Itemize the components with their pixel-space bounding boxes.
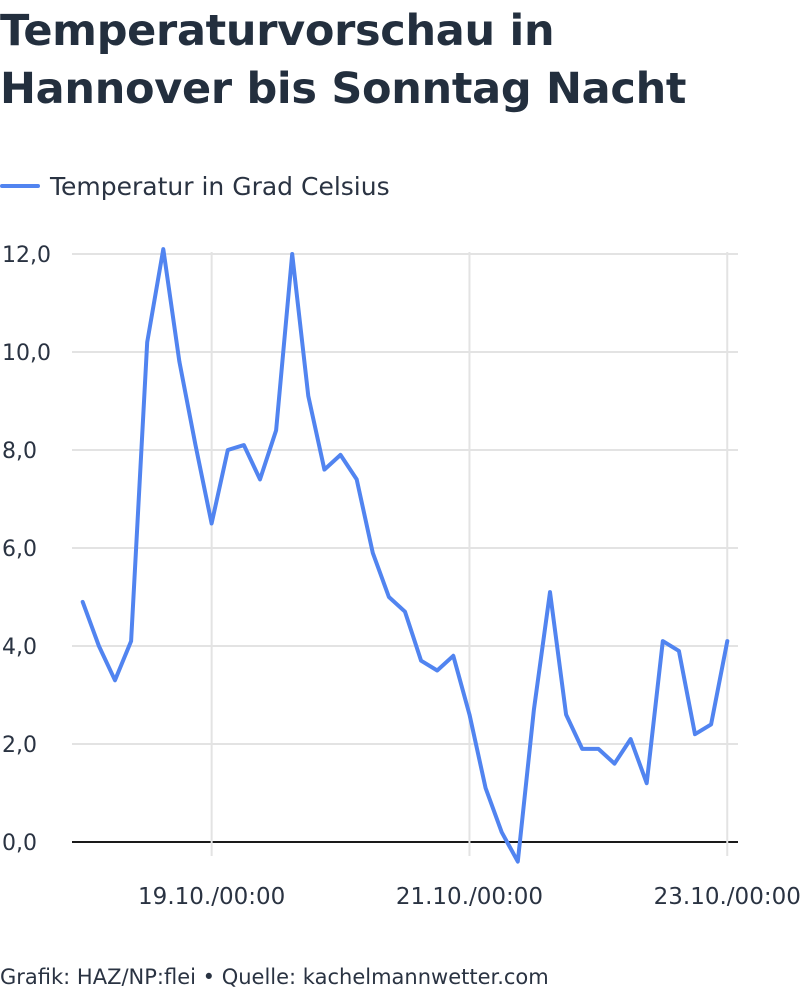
source-credit: Grafik: HAZ/NP:flei • Quelle: kachelmann…: [0, 965, 549, 989]
y-tick-label: 12,0: [2, 243, 51, 268]
axis-layer: 0,0 2,0 4,0 6,0 8,0 10,0 12,0 19.10./00:00 21.10…: [2, 243, 800, 910]
legend-line-swatch: [0, 184, 40, 188]
grid-layer: [72, 252, 738, 856]
temperature-chart: 0,0 2,0 4,0 6,0 8,0 10,0 12,0 19.10./00:00 21.10…: [2, 243, 800, 910]
line-layer: [80, 247, 730, 864]
legend[interactable]: Temperatur in Grad Celsius: [0, 166, 390, 206]
y-tick-label: 8,0: [2, 439, 37, 464]
x-tick-label: 23.10./00:00: [654, 884, 800, 910]
y-tick-label: 0,0: [2, 831, 37, 856]
y-tick-label: 2,0: [2, 733, 37, 758]
legend-label: Temperatur in Grad Celsius: [50, 171, 390, 201]
y-tick-label: 4,0: [2, 635, 37, 660]
chart-title: Temperaturvorschau in Hannover bis Sonnt…: [0, 6, 687, 114]
x-tick-label: 21.10./00:00: [396, 884, 543, 910]
y-tick-label: 6,0: [2, 537, 37, 562]
temperature-series-line: [80, 247, 730, 864]
x-tick-label: 19.10./00:00: [138, 884, 285, 910]
y-tick-label: 10,0: [2, 341, 51, 366]
